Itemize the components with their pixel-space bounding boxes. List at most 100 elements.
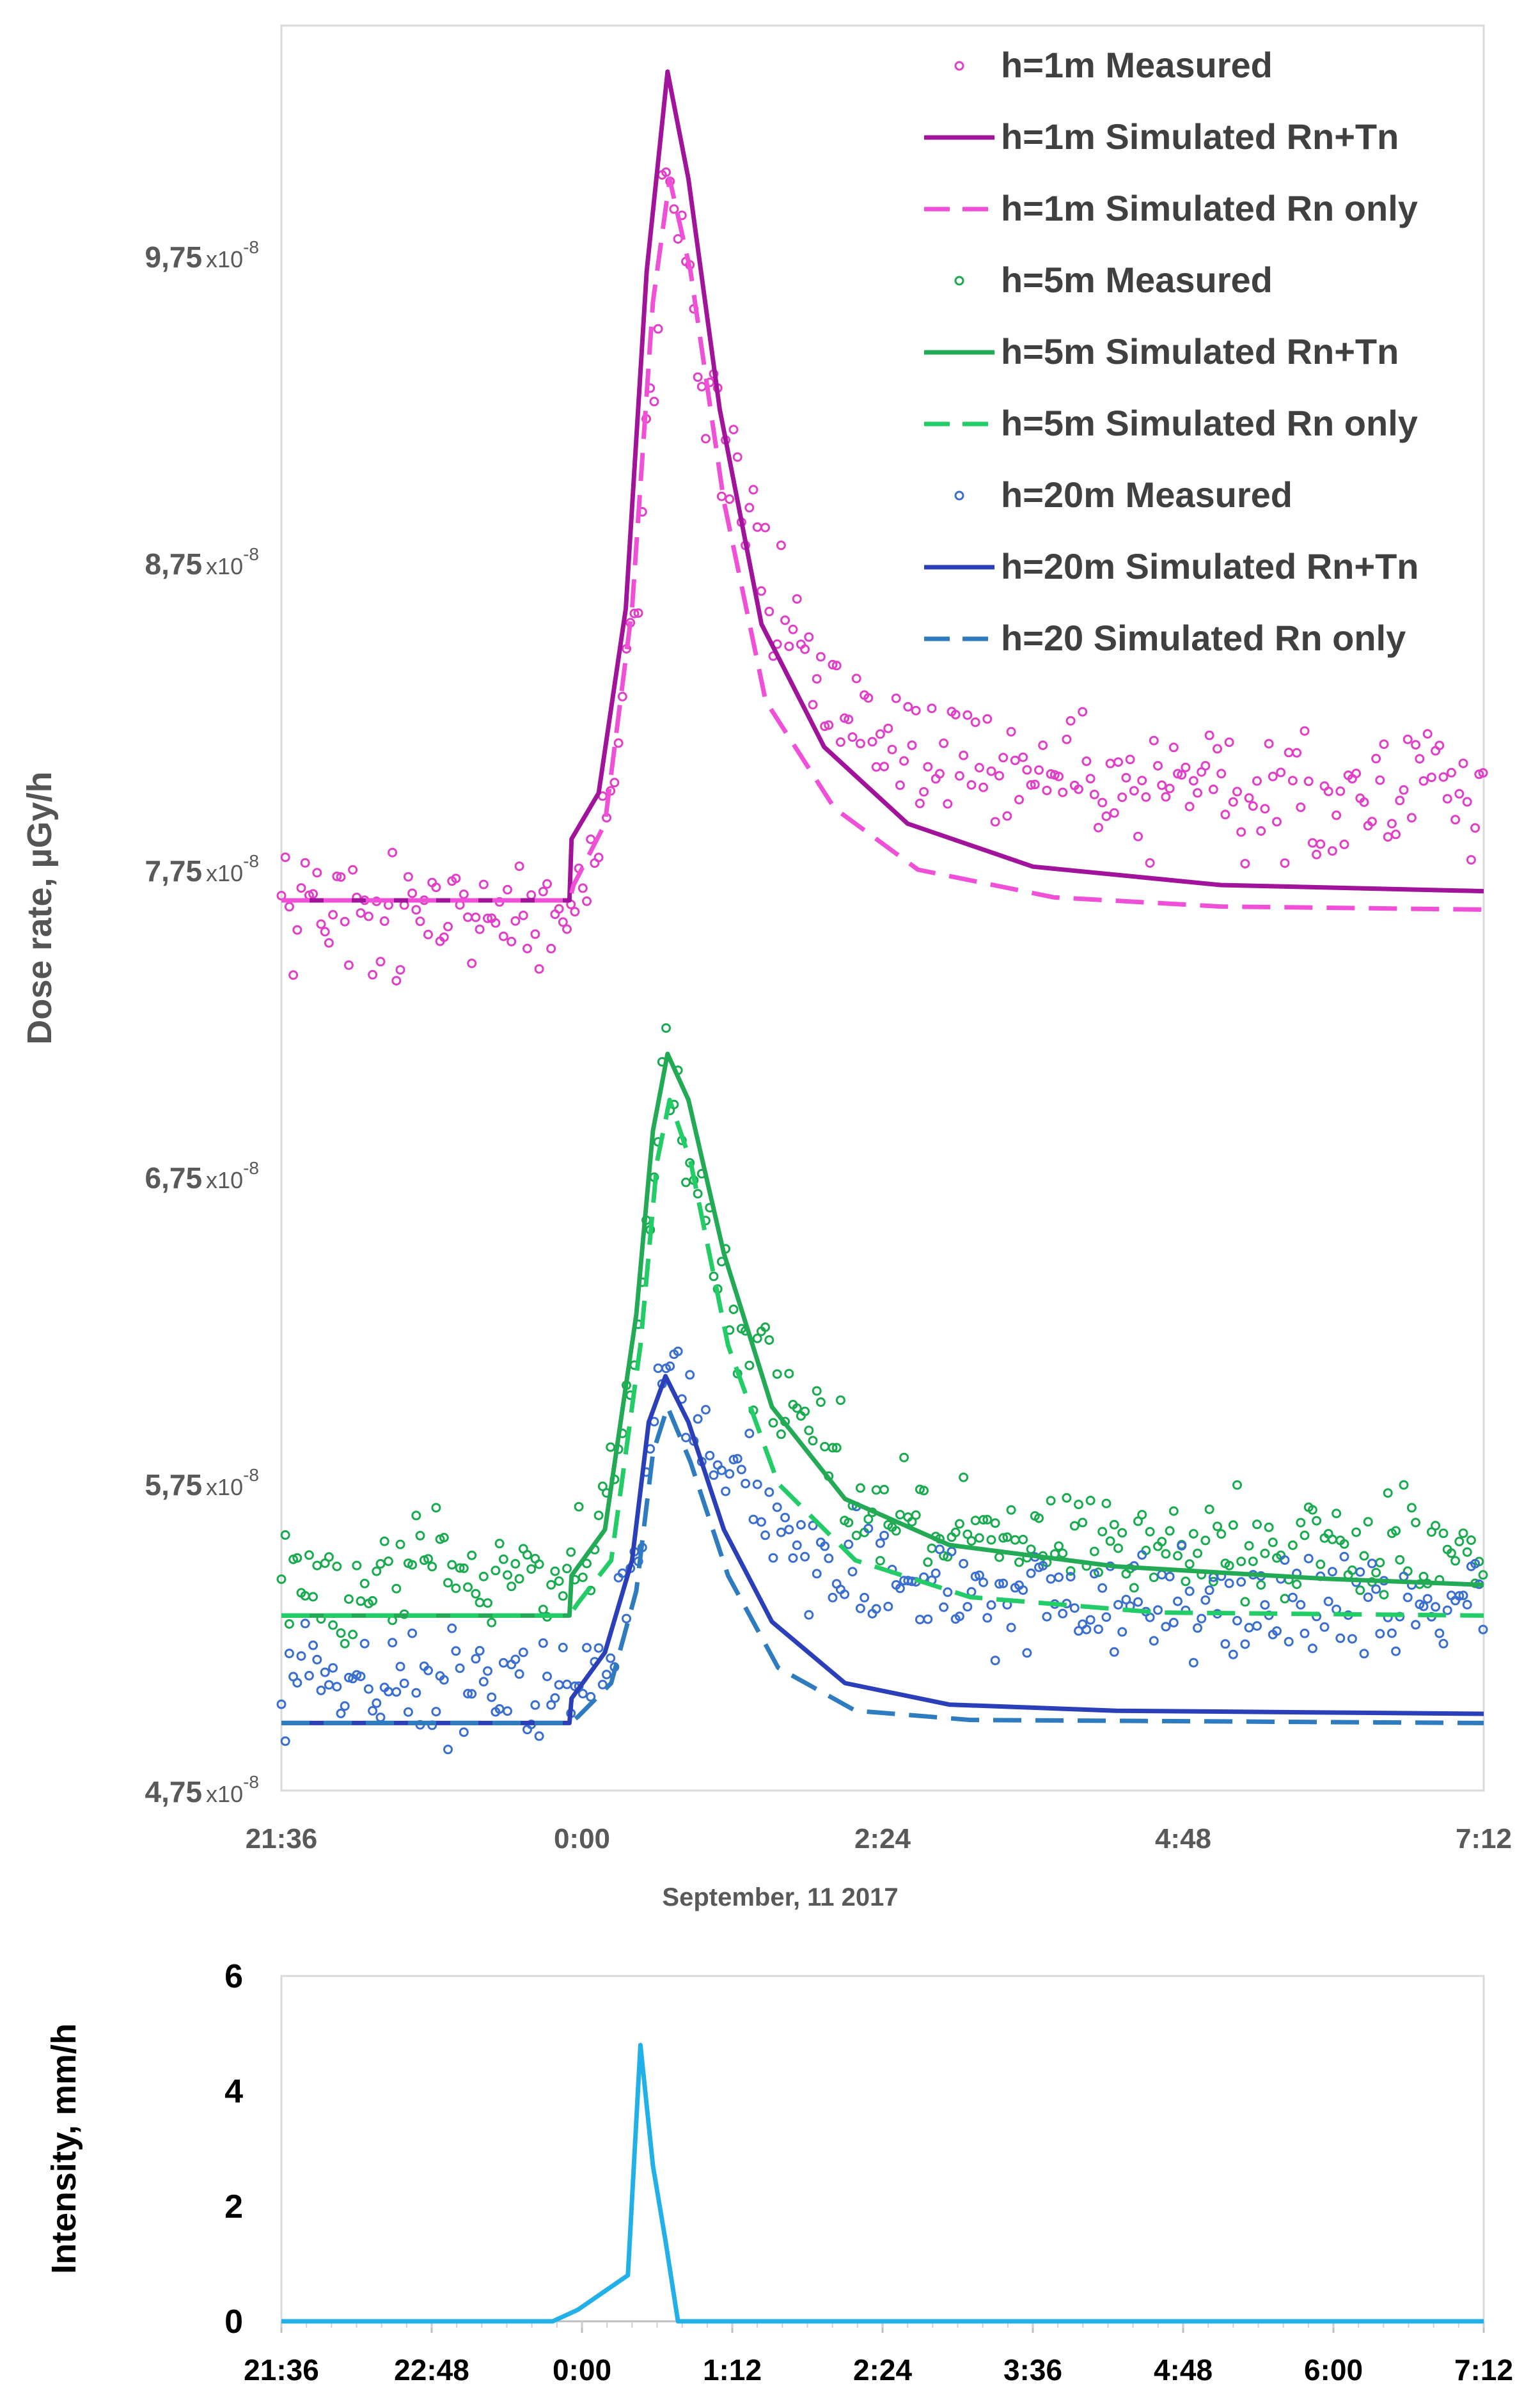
data-point [336,1628,346,1638]
data-point [1252,1519,1262,1530]
data-point [907,740,917,750]
data-point [1062,734,1072,744]
data-point [431,1707,441,1717]
data-point [356,908,366,918]
data-point [1323,787,1333,797]
data-point [304,1550,314,1560]
legend-label: h=1m Simulated Rn+Tn [1001,116,1399,157]
data-point [752,1333,762,1344]
data-point [1081,756,1092,766]
data-point [423,929,433,939]
data-point [883,1601,893,1611]
data-point [1434,741,1445,751]
data-point [1101,1498,1112,1509]
data-point [911,1510,921,1520]
data-point [776,540,786,551]
data-point [649,396,659,407]
y-axis-tick-labels: 4,75 x10-8 5,75 x10-8 6,75 x10-8 7,75 x10-8 8,75… [145,237,259,1808]
legend-background [908,32,1471,678]
series-line-h-20m-simulated-rn-tn [281,1374,1484,1725]
data-point [372,1566,382,1576]
data-point [467,959,477,968]
data-point [439,932,449,943]
data-point [534,1559,544,1569]
data-point [1355,1567,1365,1577]
data-point [815,652,826,662]
series-layer [276,69,1488,1755]
data-point [959,1472,969,1482]
data-point [962,1529,973,1539]
x-tick-label: 21:36 [246,1823,318,1854]
data-point [503,1706,512,1716]
data-point [483,1666,492,1676]
data-point [847,732,858,742]
data-point [609,778,620,788]
data-point [879,762,890,772]
data-point [491,1565,501,1576]
data-point [1438,772,1449,782]
data-point [320,927,330,937]
data-point [1193,788,1202,798]
data-point [1145,858,1155,868]
data-point [1184,801,1195,811]
data-point [978,1578,989,1587]
data-point [1089,1569,1099,1579]
data-point [1232,787,1242,797]
data-point [1058,787,1068,797]
data-point [1220,810,1230,820]
data-point [1006,726,1016,737]
data-point [1094,1624,1103,1635]
data-point [1232,1480,1242,1490]
data-point [1363,1592,1373,1603]
data-point [1244,793,1254,803]
data-point [439,1675,449,1685]
data-point [1224,1578,1234,1588]
data-point [562,924,572,934]
data-point [1018,752,1028,762]
data-point [1303,776,1314,787]
data-point [1367,817,1377,827]
data-point [1316,839,1326,849]
data-point [582,896,592,906]
data-point [804,632,814,642]
data-point [1264,739,1274,749]
data-point [994,1579,1004,1589]
data-point [459,1563,469,1573]
data-point [1236,1577,1246,1587]
data-point [443,1578,453,1588]
data-point [1065,716,1076,726]
data-point [1438,1638,1449,1649]
data-point [1200,761,1211,771]
data-point [280,1530,290,1540]
data-point [1224,737,1234,748]
data-point [974,1570,984,1580]
data-point [1434,1628,1445,1638]
data-point [986,1600,996,1610]
data-point [1462,1547,1472,1557]
data-point [1042,785,1052,796]
data-point [593,852,604,863]
data-point [1339,839,1349,849]
data-point [1228,797,1238,807]
rain-x-tick-label: 4:48 [1154,2353,1213,2387]
data-point [1141,792,1151,802]
data-point [1184,1559,1195,1569]
series-line-h-1m-simulated-rn-tn [281,69,1484,903]
data-point [1359,1649,1369,1659]
data-point [475,924,485,934]
data-point [296,1651,306,1661]
data-point [407,888,418,898]
data-point [1375,775,1385,785]
data-point [1113,1543,1123,1553]
data-point [931,1568,941,1578]
data-point [578,1689,588,1698]
data-point [1450,1556,1461,1566]
data-point [1268,1537,1278,1548]
data-point [815,1397,826,1407]
data-point [1327,846,1337,856]
series-line-h-5m-simulated-rn-only [281,1097,1484,1618]
data-point [927,703,937,714]
data-point [507,936,517,946]
data-point [308,1592,318,1602]
data-point [1069,1521,1080,1531]
